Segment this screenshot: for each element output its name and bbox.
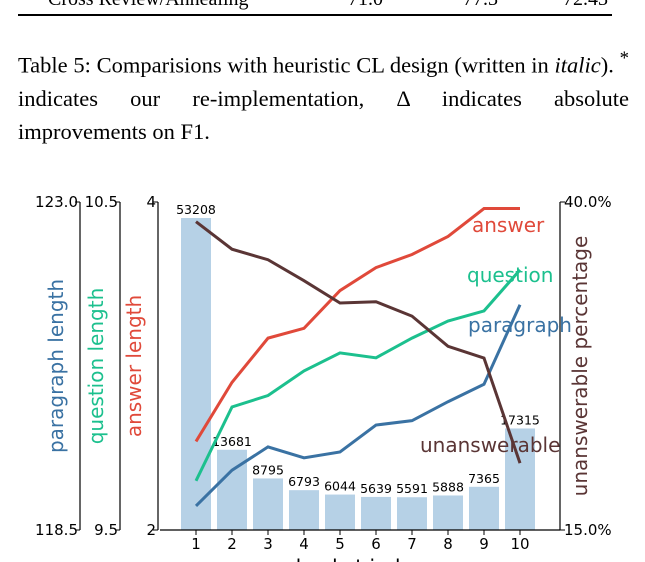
- line: [194, 207, 520, 443]
- bar-label: 7365: [468, 471, 500, 486]
- line: [195, 220, 522, 464]
- table-row: Cross Review/Annealing 71.0 77.3 72.43: [18, 0, 612, 14]
- y-tick-label: 2: [146, 521, 156, 539]
- line: [194, 304, 522, 508]
- bar-label: 8795: [252, 462, 284, 477]
- caption: Table 5: Comparisions with heuristic CL …: [18, 42, 629, 148]
- y-tick-label: 9.5: [94, 521, 118, 539]
- cell: Cross Review/Annealing: [48, 0, 249, 11]
- caption-delta: Δ: [396, 85, 410, 111]
- caption-text: Comparisions with heuristic CL design (w…: [96, 52, 549, 78]
- bar: [505, 428, 535, 530]
- x-tick-label: 7: [407, 535, 417, 553]
- bar: [181, 218, 211, 530]
- x-tick-label: 6: [371, 535, 381, 553]
- caption-italic: italic: [554, 52, 601, 78]
- line: [194, 268, 522, 482]
- caption-text: ).: [600, 52, 614, 78]
- y-tick-label: 10.5: [85, 193, 118, 211]
- y-axis-label: paragraph length: [44, 279, 68, 453]
- bar: [325, 494, 355, 530]
- bar: [433, 495, 463, 530]
- caption-text: indicates our re-implementation,: [18, 85, 365, 111]
- y-tick-label: 15.0%: [564, 521, 612, 539]
- x-tick-label: 3: [263, 535, 273, 553]
- x-tick-label: 4: [299, 535, 309, 553]
- caption-text: indicates absolute improvements on F1.: [18, 85, 630, 144]
- y-tick-label: 123.0: [35, 193, 78, 211]
- bar-label: 13681: [212, 434, 252, 449]
- x-tick-label: 1: [191, 535, 201, 553]
- cell: 77.3: [463, 0, 498, 11]
- bar: [397, 497, 427, 530]
- y-axis-label: unanswerable percentage: [568, 236, 592, 497]
- bar: [253, 478, 283, 530]
- bar-label: 53208: [176, 202, 216, 217]
- series-label: answer: [472, 213, 545, 237]
- bar: [469, 486, 499, 530]
- x-tick-label: 5: [335, 535, 345, 553]
- x-tick-label: 8: [443, 535, 453, 553]
- bar-label: 6044: [324, 479, 356, 494]
- bar-label: 6793: [288, 474, 320, 489]
- x-tick-label: 10: [510, 535, 529, 553]
- bar-label: 5639: [360, 481, 392, 496]
- caption-mark: *: [619, 48, 630, 69]
- bar-label: 5888: [432, 479, 464, 494]
- table-rule: [18, 14, 612, 16]
- y-tick-label: 40.0%: [564, 193, 612, 211]
- x-tick-label: 2: [227, 535, 237, 553]
- x-tick-label: 9: [479, 535, 489, 553]
- bar-label: 5591: [396, 481, 428, 496]
- y-tick-label: 4: [146, 193, 156, 211]
- cell: 71.0: [348, 0, 383, 11]
- series-label: question: [467, 263, 553, 287]
- bar-label: 17315: [500, 412, 540, 427]
- y-tick-label: 118.5: [35, 521, 78, 539]
- bar: [361, 496, 391, 530]
- x-axis-label: bucket index: [296, 555, 425, 562]
- caption-label: Table 5:: [18, 52, 91, 78]
- y-axis-label: answer length: [122, 295, 146, 437]
- series-label: unanswerable: [420, 433, 560, 457]
- cell: 72.43: [563, 0, 608, 11]
- series-label: paragraph: [468, 313, 572, 337]
- y-axis-label: question length: [84, 288, 108, 445]
- bar: [289, 490, 319, 530]
